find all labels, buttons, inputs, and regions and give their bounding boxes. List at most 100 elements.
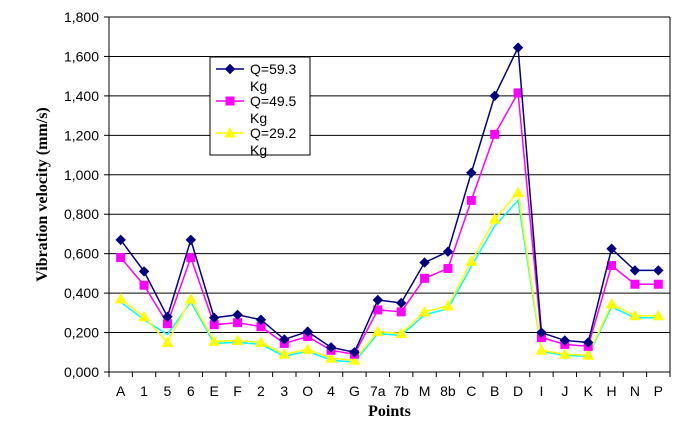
legend-marker	[224, 63, 236, 75]
x-tick-label: 4	[327, 383, 335, 399]
x-tick-label: M	[419, 383, 431, 399]
data-point	[653, 279, 663, 289]
series-3	[120, 198, 659, 363]
y-tick-label: 0,800	[64, 206, 99, 222]
data-point	[606, 243, 617, 254]
x-tick-label: D	[513, 383, 523, 399]
x-axis-title: Points	[368, 403, 411, 420]
data-point	[652, 309, 665, 321]
y-tick-label: 1,200	[64, 127, 99, 143]
y-tick-label: 0,400	[64, 285, 99, 301]
legend-entry-2: Q=29.2Kg	[216, 125, 297, 158]
data-point	[512, 42, 524, 53]
series-layer	[114, 42, 665, 365]
data-point	[488, 213, 501, 224]
series-0	[115, 42, 664, 358]
axes	[104, 16, 671, 377]
data-point	[279, 334, 290, 345]
data-point	[115, 234, 126, 246]
x-tick-label: 7b	[393, 383, 409, 399]
legend-label-unit: Kg	[250, 78, 267, 94]
data-point	[465, 255, 478, 267]
data-point	[278, 348, 291, 359]
data-point	[536, 327, 547, 338]
data-point	[582, 337, 594, 348]
legend-label-unit: Kg	[250, 142, 267, 158]
data-point	[116, 253, 126, 263]
y-tick-label: 1,000	[64, 167, 99, 183]
data-point	[605, 297, 618, 309]
data-point	[443, 263, 453, 273]
legend-label-unit: Kg	[250, 110, 267, 126]
data-point	[490, 129, 500, 139]
data-point	[139, 280, 149, 290]
data-point	[138, 266, 150, 277]
data-point	[162, 311, 173, 322]
data-point	[348, 354, 361, 365]
x-tick-label: 2	[257, 383, 265, 399]
data-point	[442, 299, 454, 311]
data-point	[466, 167, 477, 179]
data-point	[653, 265, 664, 276]
x-tick-label: P	[654, 383, 663, 399]
data-point	[255, 336, 267, 347]
data-point	[442, 246, 454, 257]
legend-entry-1: Q=49.5Kg	[216, 93, 297, 126]
series-line-3	[120, 198, 659, 363]
legend-entry-0: Q=59.3Kg	[216, 61, 297, 94]
data-point	[489, 90, 500, 102]
y-tick-label: 1,800	[64, 9, 99, 25]
legend-marker	[225, 96, 235, 106]
legend-label: Q=59.3	[250, 61, 297, 77]
x-tick-label: I	[539, 383, 543, 399]
x-tick-label: B	[490, 383, 499, 399]
x-tick-label: N	[630, 383, 640, 399]
x-tick-label: F	[233, 383, 242, 399]
x-tick-label: 8b	[440, 383, 456, 399]
x-tick-label: 5	[164, 383, 172, 399]
x-tick-label: O	[302, 383, 313, 399]
data-point	[558, 348, 571, 359]
data-point	[420, 273, 430, 283]
data-point	[419, 257, 430, 268]
data-point	[559, 335, 571, 346]
data-point	[629, 265, 641, 276]
data-point	[208, 335, 221, 346]
x-tick-labels: A 1 5 6 E F 2 3 O 4 G 7a 7b M 8b C B D I J K H N P	[116, 383, 663, 399]
data-point	[395, 327, 408, 339]
x-tick-label: 6	[187, 383, 195, 399]
data-point	[231, 334, 244, 345]
data-point	[512, 186, 524, 198]
data-point	[186, 253, 196, 263]
x-tick-label: G	[349, 383, 360, 399]
y-tick-label: 1,400	[64, 88, 99, 104]
x-tick-label: E	[210, 383, 219, 399]
data-point	[138, 310, 150, 322]
data-point	[255, 314, 267, 325]
x-tick-label: 3	[280, 383, 288, 399]
data-point	[185, 234, 197, 246]
y-tick-label: 1,600	[64, 48, 99, 64]
data-point	[301, 343, 314, 354]
data-point	[325, 342, 337, 353]
x-tick-label: K	[584, 383, 594, 399]
data-point	[418, 305, 431, 317]
x-tick-label: 7a	[370, 383, 386, 399]
series-line-0	[120, 44, 659, 354]
series-1	[116, 88, 663, 359]
data-point	[396, 307, 406, 317]
data-point	[302, 326, 313, 337]
data-point	[582, 349, 595, 360]
y-tick-labels: 0,000 0,200 0,400 0,600 0,800 1,000 1,200 1,400…	[64, 9, 99, 380]
legend-marker	[224, 126, 236, 138]
data-point	[161, 336, 174, 347]
y-tick-label: 0,600	[64, 246, 99, 262]
data-point	[395, 297, 407, 309]
legend-label: Q=29.2	[250, 125, 297, 141]
data-point	[630, 279, 640, 289]
legend-label: Q=49.5	[250, 93, 297, 109]
data-point	[349, 347, 360, 358]
y-axis-title: Vibration velocity (mm/s)	[34, 107, 51, 281]
data-point	[371, 325, 384, 337]
